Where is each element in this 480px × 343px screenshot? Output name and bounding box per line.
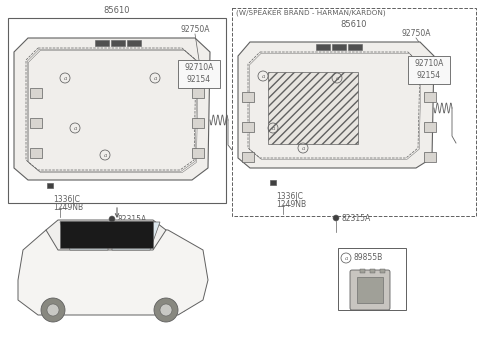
- Bar: [242, 122, 254, 132]
- Bar: [268, 72, 358, 144]
- Text: a: a: [73, 126, 77, 131]
- Bar: [360, 269, 365, 273]
- Polygon shape: [60, 221, 153, 248]
- Text: 82315A: 82315A: [342, 214, 371, 223]
- FancyBboxPatch shape: [350, 270, 390, 310]
- Circle shape: [47, 304, 59, 316]
- Text: a: a: [336, 76, 338, 81]
- Bar: [232, 8, 476, 216]
- Bar: [380, 269, 385, 273]
- Polygon shape: [60, 222, 108, 250]
- Bar: [270, 180, 276, 185]
- Text: a: a: [103, 153, 107, 158]
- Polygon shape: [46, 220, 166, 250]
- Text: 92154: 92154: [417, 71, 441, 80]
- Bar: [316, 44, 330, 50]
- Text: 1249NB: 1249NB: [276, 200, 306, 209]
- Bar: [192, 118, 204, 128]
- Bar: [192, 88, 204, 98]
- Polygon shape: [14, 38, 210, 180]
- Polygon shape: [18, 225, 208, 315]
- Polygon shape: [112, 222, 160, 250]
- Text: a: a: [262, 74, 264, 79]
- Circle shape: [154, 298, 178, 322]
- Bar: [192, 148, 204, 158]
- Bar: [424, 122, 436, 132]
- Text: a: a: [63, 76, 67, 81]
- Bar: [424, 152, 436, 162]
- Bar: [332, 44, 346, 50]
- Text: 89855B: 89855B: [354, 253, 383, 262]
- Bar: [127, 40, 141, 46]
- Text: 1249NB: 1249NB: [53, 203, 83, 212]
- Text: 92154: 92154: [187, 74, 211, 83]
- Text: (W/SPEAKER BRAND - HARMAN/KARDON): (W/SPEAKER BRAND - HARMAN/KARDON): [236, 10, 385, 16]
- Text: a: a: [344, 256, 348, 261]
- Text: 92710A: 92710A: [184, 63, 214, 72]
- Circle shape: [160, 304, 172, 316]
- Bar: [242, 152, 254, 162]
- Bar: [111, 40, 125, 46]
- Text: 82315A: 82315A: [118, 215, 147, 224]
- Bar: [424, 92, 436, 102]
- Circle shape: [109, 216, 115, 222]
- Bar: [348, 44, 362, 50]
- Bar: [370, 269, 375, 273]
- Text: a: a: [154, 76, 156, 81]
- Circle shape: [333, 215, 339, 221]
- Bar: [30, 118, 42, 128]
- Text: 92750A: 92750A: [180, 25, 210, 34]
- Bar: [338, 248, 406, 310]
- Polygon shape: [238, 42, 434, 168]
- Bar: [357, 277, 383, 303]
- Bar: [178, 60, 220, 88]
- Circle shape: [41, 298, 65, 322]
- Text: 85610: 85610: [341, 20, 367, 29]
- Bar: [242, 92, 254, 102]
- Bar: [8, 18, 226, 203]
- Bar: [30, 88, 42, 98]
- Bar: [95, 40, 109, 46]
- Bar: [47, 183, 53, 188]
- Text: 1336JC: 1336JC: [276, 192, 303, 201]
- Text: a: a: [301, 146, 305, 151]
- Bar: [30, 148, 42, 158]
- Text: 92750A: 92750A: [401, 29, 431, 38]
- Text: a: a: [271, 126, 275, 131]
- Text: 1336JC: 1336JC: [53, 195, 80, 204]
- Bar: [408, 56, 450, 84]
- Text: 92710A: 92710A: [414, 59, 444, 69]
- Text: 85610: 85610: [104, 6, 130, 15]
